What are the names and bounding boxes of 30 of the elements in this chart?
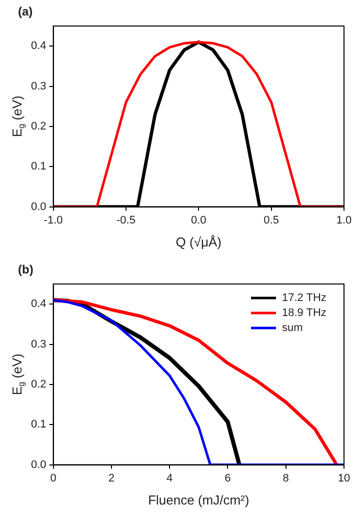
x-tick-label: -1.0 — [44, 214, 63, 226]
chart-title: (b) — [18, 262, 34, 276]
x-tick-label: 8 — [282, 472, 289, 484]
y-axis-title: Eg (eV) — [10, 354, 26, 396]
legend-label: sum — [282, 322, 303, 334]
x-tick-label: 4 — [166, 472, 173, 484]
y-tick-label: 0.0 — [30, 200, 46, 213]
x-axis-title: Q (√μÅ) — [176, 234, 222, 250]
y-axis-title: Eg (eV) — [10, 96, 26, 138]
x-tick-label: 0.0 — [190, 214, 206, 226]
x-tick-label: 2 — [108, 472, 114, 484]
x-axis-title: Fluence (mJ/cm²) — [148, 492, 250, 508]
y-tick-label: 0.2 — [30, 378, 46, 390]
x-tick-label: 1.0 — [336, 214, 352, 226]
x-tick-label: 0.5 — [264, 214, 279, 226]
y-tick-label: 0.2 — [30, 120, 46, 132]
x-tick-label: -0.5 — [116, 214, 136, 226]
y-tick-label: 0.0 — [30, 458, 46, 471]
x-tick-label: 6 — [224, 472, 231, 484]
chart-title: (a) — [18, 4, 33, 18]
x-tick-label: 0 — [50, 472, 56, 484]
legend-label: 17.2 THz — [282, 292, 326, 304]
y-tick-label: 0.1 — [30, 418, 46, 431]
y-tick-label: 0.4 — [30, 40, 46, 52]
y-tick-label: 0.3 — [30, 338, 46, 350]
y-tick-label: 0.4 — [30, 298, 46, 310]
y-tick-label: 0.1 — [30, 160, 46, 173]
x-tick-label: 10 — [338, 472, 350, 484]
y-tick-label: 0.3 — [30, 80, 46, 92]
legend-label: 18.9 THz — [282, 307, 326, 320]
